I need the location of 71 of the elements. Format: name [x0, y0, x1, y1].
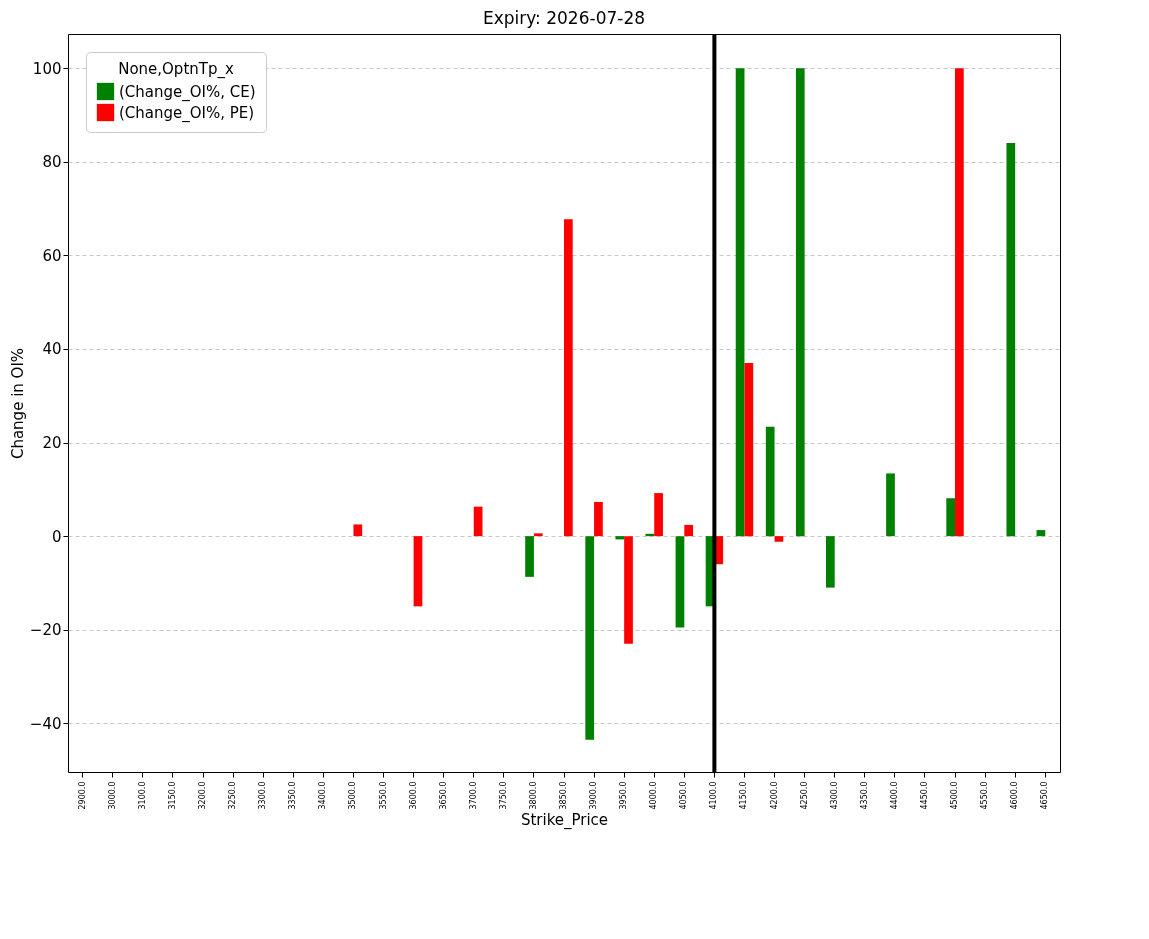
bar: [946, 498, 956, 537]
bar: [533, 533, 543, 537]
x-tick-label: 4250.0: [799, 781, 809, 810]
x-tick-label: 4300.0: [829, 781, 839, 810]
x-tick-label: 4650.0: [1040, 781, 1050, 810]
x-tick-label: 4450.0: [919, 781, 929, 810]
bar: [1006, 143, 1016, 537]
x-tick-label: 3200.0: [198, 781, 208, 810]
x-tick-label: 3350.0: [288, 781, 298, 810]
x-tick-label: 3400.0: [318, 781, 328, 810]
bar: [585, 536, 595, 740]
y-tick-label: 40: [42, 340, 62, 359]
x-tick-label: 3750.0: [498, 781, 508, 810]
bar: [955, 68, 964, 537]
x-axis-title: Strike_Price: [520, 811, 609, 831]
y-tick-label: −20: [29, 621, 62, 640]
bar: [594, 501, 603, 537]
x-tick-label: 4150.0: [739, 781, 749, 810]
bar: [795, 68, 805, 537]
bar: [765, 426, 775, 537]
x-tick-label: 3850.0: [559, 781, 568, 810]
bar: [564, 219, 573, 537]
x-tick-label: 4550.0: [980, 781, 990, 810]
bar: [774, 536, 784, 542]
x-tick-label: 4400.0: [889, 781, 899, 810]
x-tick-label: 3000.0: [107, 781, 117, 810]
x-tick-label: 3800.0: [528, 781, 538, 810]
y-tick-label: 60: [42, 246, 62, 265]
y-tick-label: 0: [51, 527, 62, 546]
bar: [744, 362, 754, 537]
y-tick-label: 20: [42, 434, 62, 453]
x-tick-label: 3250.0: [228, 781, 238, 810]
bar: [675, 536, 685, 628]
bar: [473, 506, 483, 537]
x-tick-label: 2900.0: [77, 781, 87, 810]
x-tick-label: 3950.0: [619, 781, 629, 810]
x-tick-label: 3700.0: [468, 781, 478, 810]
x-tick-label: 4100.0: [709, 781, 719, 810]
x-tick-label: 3100.0: [137, 781, 147, 810]
chart-title: Expiry: 2026-07-28: [482, 8, 646, 28]
x-tick-label: 3550.0: [378, 781, 388, 810]
x-tick-label: 3600.0: [408, 781, 418, 810]
bar: [1036, 530, 1046, 537]
x-tick-label: 4000.0: [649, 781, 659, 810]
x-tick-label: 4600.0: [1010, 781, 1020, 810]
x-tick-label: 4500.0: [950, 781, 960, 810]
bar: [886, 473, 895, 537]
x-tick-label: 3300.0: [258, 781, 268, 810]
bar: [615, 536, 625, 540]
y-tick-label: −40: [29, 714, 62, 733]
legend-label: (Change_OI%, CE): [119, 82, 256, 102]
bar: [684, 524, 694, 537]
bar: [825, 536, 835, 588]
legend-label: (Change_OI%, PE): [119, 103, 255, 123]
x-tick-label: 4200.0: [769, 781, 779, 810]
bar: [525, 536, 534, 577]
y-tick-label: 80: [42, 153, 62, 172]
x-tick-label: 4050.0: [679, 781, 689, 810]
y-axis-title: Change in OI%: [8, 347, 27, 460]
bar: [654, 493, 663, 537]
bar: [353, 524, 363, 537]
bar: [413, 536, 423, 607]
legend-title: None,OptnTp_x: [118, 60, 234, 79]
x-tick-label: 3900.0: [589, 781, 599, 810]
x-tick-label: 3150.0: [167, 781, 177, 810]
bar: [735, 68, 745, 537]
y-tick-label: 100: [32, 59, 62, 78]
x-tick-label: 3500.0: [348, 781, 358, 810]
bar: [624, 536, 633, 644]
x-tick-label: 3650.0: [438, 781, 448, 810]
x-tick-label: 4350.0: [859, 781, 869, 810]
